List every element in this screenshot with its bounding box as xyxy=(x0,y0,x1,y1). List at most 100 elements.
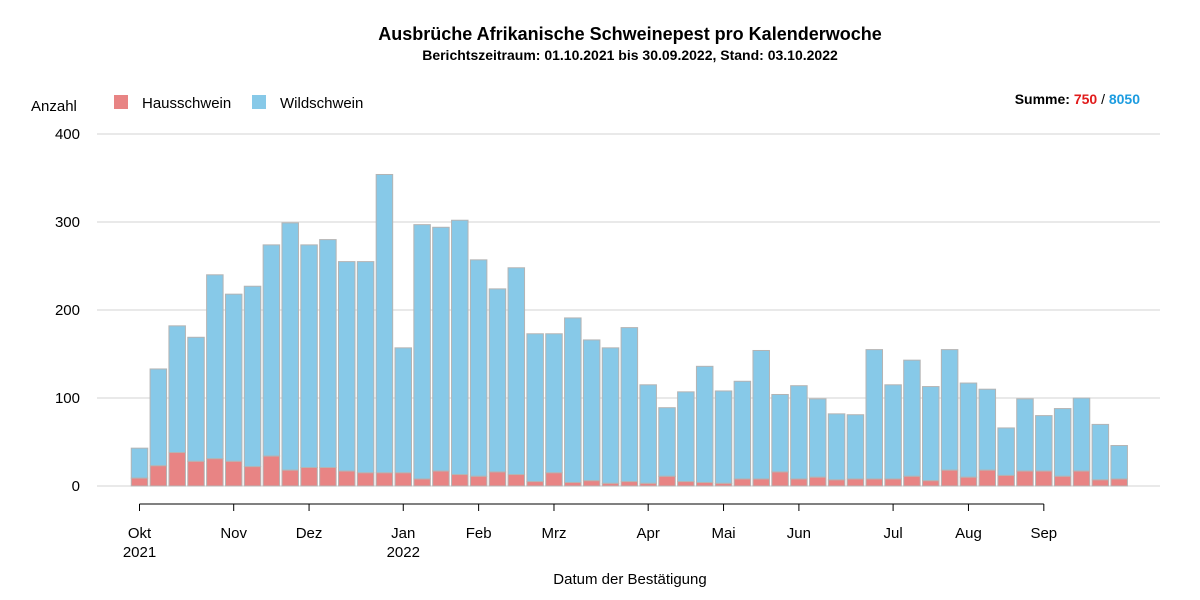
bar-wildschwein xyxy=(959,382,978,478)
bar-wildschwein xyxy=(827,413,846,481)
bar-wildschwein xyxy=(771,393,789,473)
bar-hausschwein xyxy=(922,480,940,487)
bar-wildschwein xyxy=(677,391,695,483)
bar-wildschwein xyxy=(1035,415,1053,472)
bar-hausschwein xyxy=(865,478,884,487)
bar-wildschwein xyxy=(1016,398,1034,472)
bar-hausschwein xyxy=(507,474,526,487)
bar-wildschwein xyxy=(432,226,450,472)
bar-hausschwein xyxy=(206,458,224,487)
bar-wildschwein xyxy=(281,222,299,471)
bar-hausschwein xyxy=(808,476,827,487)
bar-wildschwein xyxy=(243,285,262,468)
bar-wildschwein xyxy=(601,347,620,484)
bar-wildschwein xyxy=(337,261,356,472)
bar-hausschwein xyxy=(714,482,733,487)
bar-hausschwein xyxy=(978,469,997,487)
bar-hausschwein xyxy=(564,481,582,487)
bar-wildschwein xyxy=(356,261,375,474)
bar-hausschwein xyxy=(337,470,356,487)
bar-wildschwein xyxy=(319,239,337,469)
legend-label-hausschwein: Hausschwein xyxy=(142,95,231,112)
x-tick-label: Nov xyxy=(220,525,247,542)
x-tick-label: Okt xyxy=(128,525,152,542)
bar-hausschwein xyxy=(432,470,450,487)
bar-hausschwein xyxy=(1072,470,1091,487)
bar-hausschwein xyxy=(771,471,789,487)
bar-hausschwein xyxy=(413,478,431,487)
bar-wildschwein xyxy=(413,224,431,480)
x-tick-label: Apr xyxy=(637,525,660,542)
y-axis-label: Anzahl xyxy=(31,98,77,115)
bar-wildschwein xyxy=(658,407,676,477)
bar-wildschwein xyxy=(808,398,827,478)
chart-title: Ausbrüche Afrikanische Schweinepest pro … xyxy=(378,24,881,44)
bar-hausschwein xyxy=(1053,475,1072,487)
sum-hausschwein: 750 xyxy=(1074,91,1098,107)
bar-hausschwein xyxy=(319,467,337,487)
bar-wildschwein xyxy=(582,339,601,482)
x-tick-label: Dez xyxy=(296,525,323,542)
bar-hausschwein xyxy=(1035,470,1053,487)
bar-hausschwein xyxy=(1110,478,1128,487)
bar-wildschwein xyxy=(1091,423,1110,481)
bar-wildschwein xyxy=(130,447,149,479)
y-tick-label: 300 xyxy=(55,214,80,231)
bar-hausschwein xyxy=(469,475,488,487)
bar-hausschwein xyxy=(733,478,752,487)
bar-hausschwein xyxy=(168,452,186,487)
bar-wildschwein xyxy=(903,359,921,477)
bar-hausschwein xyxy=(262,455,281,487)
bar-wildschwein xyxy=(846,414,865,480)
bar-hausschwein xyxy=(620,481,639,487)
bar-hausschwein xyxy=(356,472,375,487)
bar-wildschwein xyxy=(978,388,997,471)
x-tick-label: Sep xyxy=(1030,525,1057,542)
bar-hausschwein xyxy=(639,482,657,487)
bar-hausschwein xyxy=(545,472,563,487)
legend-swatch-hausschwein xyxy=(114,95,128,109)
legend-label-wildschwein: Wildschwein xyxy=(280,95,363,112)
bar-wildschwein xyxy=(224,293,243,462)
bar-wildschwein xyxy=(884,384,902,480)
bar-wildschwein xyxy=(526,333,544,483)
bar-hausschwein xyxy=(300,467,318,487)
bar-wildschwein xyxy=(1053,408,1072,477)
sum-label: Summe: xyxy=(1015,91,1070,107)
bar-hausschwein xyxy=(281,469,299,487)
legend: Hausschwein Wildschwein xyxy=(114,95,363,112)
bar-hausschwein xyxy=(846,478,865,487)
x-axis: Okt 2021 Nov Dez Jan 2022 Feb Mrz Apr Mai Jun Jul Au… xyxy=(123,503,1057,561)
bar-hausschwein xyxy=(488,471,507,487)
bar-wildschwein xyxy=(469,259,488,477)
bar-wildschwein xyxy=(1072,397,1091,472)
bar-wildschwein xyxy=(300,244,318,469)
bar-wildschwein xyxy=(733,380,752,480)
bar-hausschwein xyxy=(451,474,469,487)
bar-hausschwein xyxy=(149,465,168,487)
bar-wildschwein xyxy=(262,244,281,457)
bar-wildschwein xyxy=(507,267,526,476)
sum-separator: / xyxy=(1101,91,1105,107)
bar-hausschwein xyxy=(224,460,243,487)
bar-wildschwein xyxy=(620,327,639,483)
bar-wildschwein xyxy=(206,274,224,460)
y-tick-labels: 0 100 200 300 400 xyxy=(55,126,80,495)
bar-wildschwein xyxy=(714,390,733,484)
y-tick-label: 400 xyxy=(55,126,80,143)
bar-wildschwein xyxy=(149,368,168,467)
bar-wildschwein xyxy=(922,386,940,482)
sum-annotation: Summe: 750 / 8050 xyxy=(1015,91,1141,107)
bar-hausschwein xyxy=(884,478,902,487)
bar-wildschwein xyxy=(168,325,186,454)
bar-hausschwein xyxy=(752,478,770,487)
x-tick-label: Jul xyxy=(884,525,903,542)
x-tick-label: Aug xyxy=(955,525,982,542)
bar-wildschwein xyxy=(375,173,394,474)
bar-hausschwein xyxy=(695,481,714,487)
x-tick-year-label: 2022 xyxy=(387,544,420,561)
bar-hausschwein xyxy=(1016,470,1034,487)
bar-wildschwein xyxy=(752,349,770,480)
bar-hausschwein xyxy=(1091,479,1110,487)
